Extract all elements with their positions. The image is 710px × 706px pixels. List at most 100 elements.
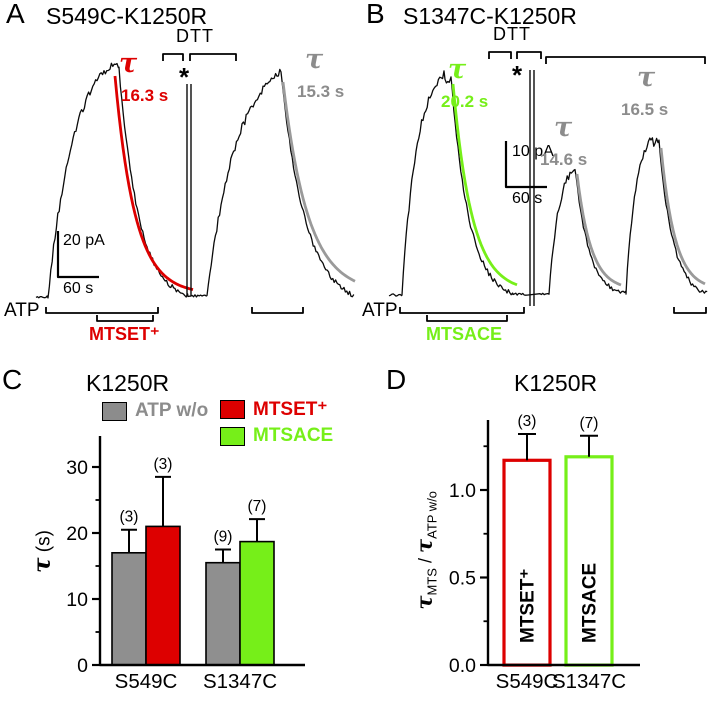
post-dtt-bracket-b xyxy=(545,56,706,64)
c-y-axis-label: τ (s) xyxy=(28,452,56,652)
n-count-label: (3) xyxy=(154,456,173,473)
panel-b-time-scale-label: 60 s xyxy=(512,190,543,207)
bar-ATP w/o xyxy=(205,561,241,666)
bar-MTSET+ xyxy=(145,525,181,666)
error-bar xyxy=(518,433,536,461)
exp-fit-b1 xyxy=(451,83,518,287)
n-count-label: (9) xyxy=(214,529,233,546)
legend-swatch-mtset xyxy=(220,400,245,419)
atp-bracket-b1 xyxy=(399,307,525,314)
panel-d-letter: D xyxy=(386,364,407,395)
d-y-axis-label: τMTS / τATP w/o xyxy=(411,435,440,665)
legend-label-mtsace: MTSACE xyxy=(253,425,334,446)
scale-bar-a xyxy=(56,231,99,279)
panel-b-tau2-value: 14.6 s xyxy=(540,150,588,169)
d-ylabel-tau1: τ xyxy=(411,595,437,610)
current-trace-a xyxy=(35,62,355,299)
panel-a-atp-label: ATP xyxy=(4,300,40,321)
y-tick-label: 1.0 xyxy=(449,480,476,502)
y-tick-label: 0.5 xyxy=(449,568,476,590)
x-category-label: S1347C xyxy=(203,670,277,693)
c-ylabel-tau: τ xyxy=(28,557,56,573)
mtset-bracket-a xyxy=(96,315,154,322)
y-tick-label: 0 xyxy=(77,655,88,677)
error-bar xyxy=(121,528,137,553)
exp-fit-b3 xyxy=(659,147,706,286)
bar-ATP w/o xyxy=(111,551,147,666)
exp-fit-a1 xyxy=(113,75,194,291)
panel-a-title: S549C-K1250R xyxy=(46,3,208,29)
legend-label-atp-wo: ATP w/o xyxy=(135,400,209,421)
exp-fit-b2 xyxy=(575,173,622,287)
panel-a-reagent-label: MTSET⁺ xyxy=(89,324,160,344)
dtt-bracket-b-right xyxy=(516,51,542,59)
panel-b-tau3-symbol: τ xyxy=(637,62,656,93)
bar-MTSACE xyxy=(239,540,275,666)
scale-bar-b xyxy=(504,141,547,189)
panel-b-letter: B xyxy=(366,0,385,29)
panel-a-tau1-value: 16.3 s xyxy=(121,86,169,105)
bar-inner-label: MTSET⁺ xyxy=(518,569,539,643)
d-ylabel-sub2: ATP w/o xyxy=(424,490,440,539)
legend-item-mtsace: MTSACE xyxy=(220,425,333,447)
panel-b-tau1-value: 20.2 s xyxy=(441,92,489,111)
panel-a-tau2-symbol: τ xyxy=(305,44,324,75)
panel-a-tau1-symbol: τ xyxy=(119,48,138,79)
y-tick-label: 10 xyxy=(66,589,88,611)
error-bar xyxy=(215,548,231,563)
n-count-label: (7) xyxy=(248,498,267,515)
x-category-label: S549C xyxy=(115,670,178,693)
mtsace-bracket-b xyxy=(426,315,508,322)
n-count-label: (3) xyxy=(120,509,139,526)
panel-b-tau3-value: 16.5 s xyxy=(621,100,669,119)
dtt-artifact-spike-a xyxy=(186,84,192,296)
panel-b-atp-label: ATP xyxy=(362,300,398,321)
x-category-label: S549C xyxy=(496,670,559,693)
legend-item-atp-wo: ATP w/o xyxy=(102,400,208,422)
panel-b-current-scale-label: 10 pA xyxy=(512,143,554,160)
panel-a-current-scale-label: 20 pA xyxy=(63,232,105,249)
y-tick-label: 30 xyxy=(66,457,88,479)
panel-d-title: K1250R xyxy=(514,370,598,396)
panel-b-dtt-label: DTT xyxy=(493,24,531,44)
d-ylabel-sep: / xyxy=(415,553,436,569)
panel-a-tau2-value: 15.3 s xyxy=(297,82,345,101)
bar-inner-label: MTSACE xyxy=(580,563,601,643)
legend-swatch-mtsace xyxy=(220,426,245,446)
panel-a-asterisk: * xyxy=(179,62,190,92)
y-tick-label: 0.0 xyxy=(449,655,476,677)
atp-bracket-b2 xyxy=(673,307,707,314)
panel-a-time-scale-label: 60 s xyxy=(63,280,94,297)
error-bar xyxy=(249,518,265,542)
panel-a-letter: A xyxy=(6,0,25,29)
n-count-label: (7) xyxy=(580,415,599,432)
d-ylabel-sub1: MTS xyxy=(424,568,440,596)
legend-label-mtset: MTSET⁺ xyxy=(253,399,328,420)
panel-b-tau1-symbol: τ xyxy=(448,54,467,85)
atp-bracket-a1 xyxy=(45,307,159,314)
legend-swatch-atp-wo xyxy=(102,401,127,421)
error-bar xyxy=(155,475,171,527)
dtt-bracket-a-left xyxy=(162,53,184,61)
d-ylabel-tau2: τ xyxy=(411,538,437,554)
current-trace-b xyxy=(388,70,708,297)
dtt-bracket-b-left xyxy=(488,51,512,59)
error-bar xyxy=(580,434,598,457)
atp-bracket-a2 xyxy=(251,307,304,314)
panel-b-tau2-symbol: τ xyxy=(554,112,573,143)
panel-b-reagent-label: MTSACE xyxy=(426,324,502,344)
panel-b-title: S1347C-K1250R xyxy=(403,3,577,29)
panel-c-letter: C xyxy=(2,364,23,395)
dtt-bracket-a-right xyxy=(189,53,237,61)
panel-c-title: K1250R xyxy=(86,370,170,396)
legend-item-mtset: MTSET⁺ xyxy=(220,398,327,421)
panel-a-dtt-label: DTT xyxy=(176,26,214,46)
x-category-label: S1347C xyxy=(552,670,626,693)
n-count-label: (3) xyxy=(518,413,537,430)
c-ylabel-units: (s) xyxy=(33,530,55,558)
y-tick-label: 20 xyxy=(66,523,88,545)
exp-fit-a2 xyxy=(281,81,356,283)
panel-b-asterisk: * xyxy=(512,60,523,90)
